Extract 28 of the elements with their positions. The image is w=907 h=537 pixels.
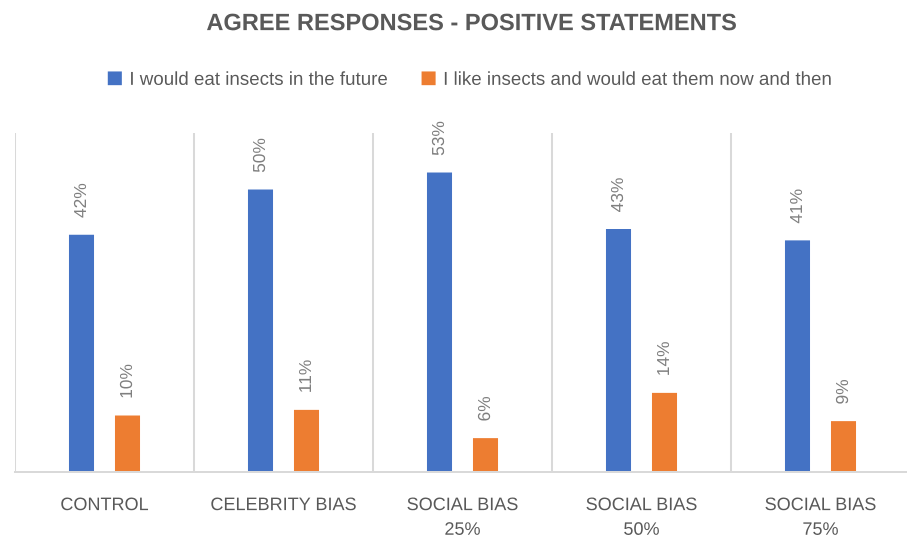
data-label: 14% [656,342,670,375]
bar [426,172,452,472]
bar [248,190,274,472]
x-tick-label: SOCIAL BIAS 75% [765,497,876,535]
legend-label: I like insects and would eat them now and then [444,71,831,86]
x-tick-label: SOCIAL BIAS 25% [407,497,518,535]
data-label: 9% [836,380,848,404]
bar [652,392,678,472]
data-label: 41% [790,190,802,224]
x-tick-label: CELEBRITY BIAS [211,497,356,510]
data-label: 42% [74,184,86,218]
x-tick-label: CONTROL [61,497,148,510]
bar [784,240,810,472]
data-label: 43% [610,178,624,212]
bar [472,438,498,472]
bar [830,421,856,472]
bar [294,410,320,472]
bar [114,416,140,472]
x-tick-label: SOCIAL BIAS 50% [586,497,697,535]
data-label: 50% [252,138,266,172]
data-label: 11% [298,360,312,392]
data-label: 6% [478,396,490,421]
chart-title: AGREE RESPONSES - POSITIVE STATEMENTS [206,14,736,30]
bar [606,229,632,472]
legend-label: I would eat insects in the future [131,71,387,86]
data-label: 53% [432,122,444,156]
data-label: 10% [120,364,132,398]
bar [68,234,94,472]
